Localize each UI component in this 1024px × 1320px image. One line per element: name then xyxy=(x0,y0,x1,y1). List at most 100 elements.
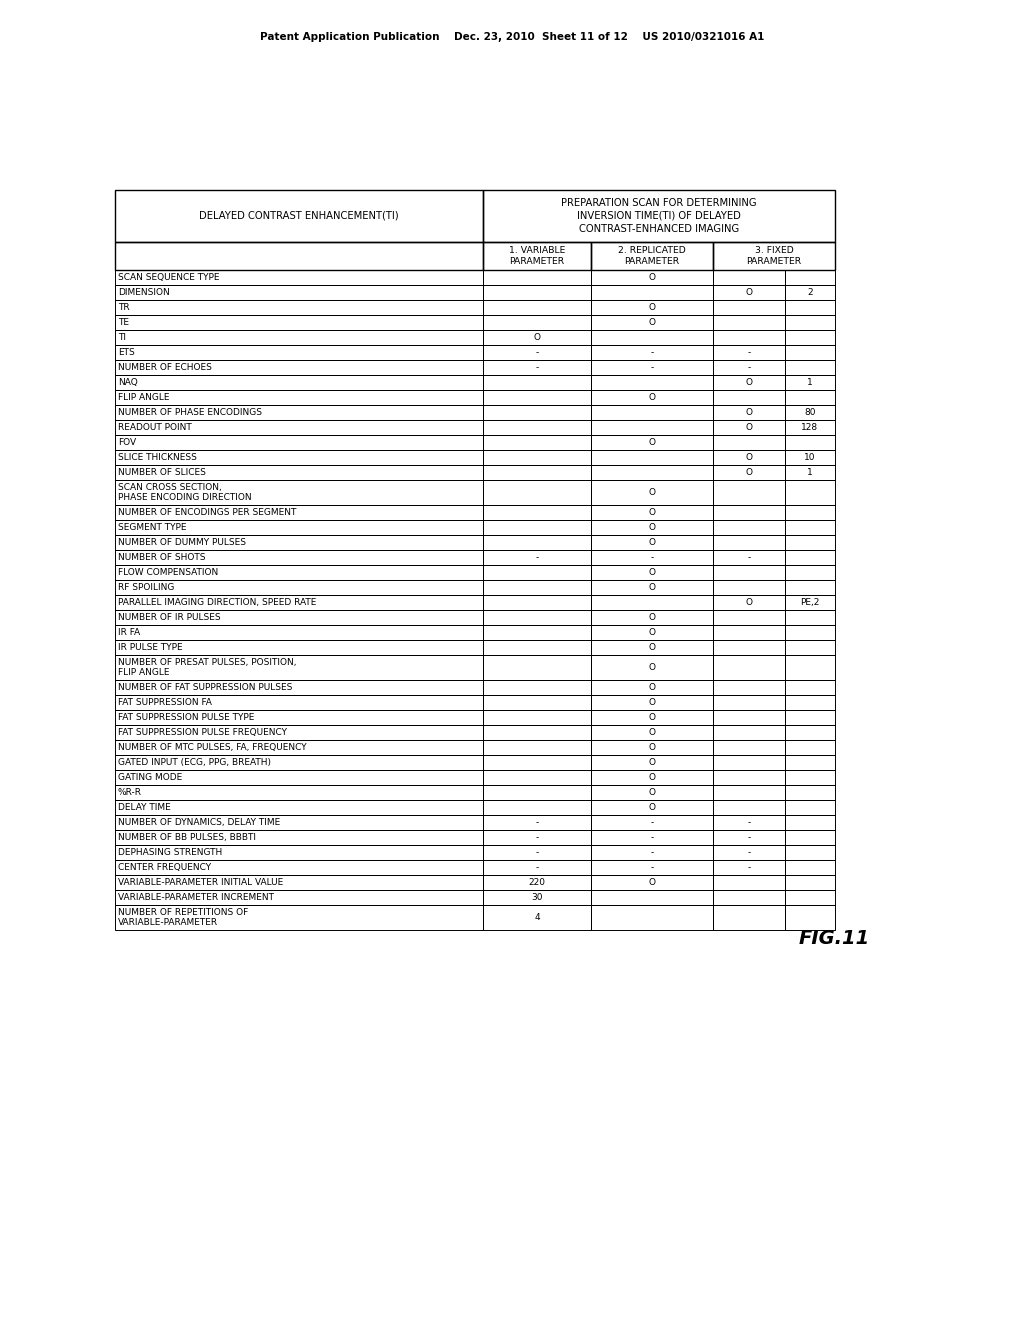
Text: -: - xyxy=(536,833,539,842)
Text: 2. REPLICATED
PARAMETER: 2. REPLICATED PARAMETER xyxy=(618,246,686,267)
Bar xyxy=(785,420,835,436)
Text: 2: 2 xyxy=(807,288,813,297)
Bar xyxy=(115,624,483,640)
Bar xyxy=(115,595,483,610)
Text: -: - xyxy=(748,363,751,372)
Text: ETS: ETS xyxy=(118,348,135,356)
Bar xyxy=(713,579,785,595)
Text: -: - xyxy=(748,833,751,842)
Bar xyxy=(483,520,591,535)
Bar xyxy=(785,800,835,814)
Bar xyxy=(713,389,785,405)
Text: O: O xyxy=(534,333,541,342)
Text: O: O xyxy=(648,393,655,403)
Bar xyxy=(591,480,713,506)
Bar xyxy=(713,710,785,725)
Text: O: O xyxy=(648,488,655,498)
Text: RF SPOILING: RF SPOILING xyxy=(118,583,174,591)
Text: DIMENSION: DIMENSION xyxy=(118,288,170,297)
Bar xyxy=(483,755,591,770)
Text: -: - xyxy=(748,863,751,873)
Bar xyxy=(115,190,483,242)
Bar xyxy=(483,610,591,624)
Bar xyxy=(785,770,835,785)
Bar xyxy=(483,465,591,480)
Bar xyxy=(785,389,835,405)
Bar xyxy=(713,300,785,315)
Bar xyxy=(483,436,591,450)
Bar xyxy=(785,655,835,680)
Bar xyxy=(785,436,835,450)
Text: O: O xyxy=(648,729,655,737)
Text: 1. VARIABLE
PARAMETER: 1. VARIABLE PARAMETER xyxy=(509,246,565,267)
Bar xyxy=(115,506,483,520)
Bar xyxy=(591,465,713,480)
Text: O: O xyxy=(648,743,655,752)
Bar xyxy=(115,800,483,814)
Bar xyxy=(483,814,591,830)
Bar xyxy=(713,725,785,741)
Bar xyxy=(483,242,591,271)
Bar xyxy=(483,624,591,640)
Text: SCAN CROSS SECTION,
PHASE ENCODING DIRECTION: SCAN CROSS SECTION, PHASE ENCODING DIREC… xyxy=(118,483,252,502)
Bar xyxy=(591,405,713,420)
Bar xyxy=(713,655,785,680)
Bar xyxy=(115,242,483,271)
Text: NUMBER OF DYNAMICS, DELAY TIME: NUMBER OF DYNAMICS, DELAY TIME xyxy=(118,818,281,828)
Bar xyxy=(591,579,713,595)
Text: DELAYED CONTRAST ENHANCEMENT(TI): DELAYED CONTRAST ENHANCEMENT(TI) xyxy=(200,211,398,220)
Bar xyxy=(115,300,483,315)
Bar xyxy=(115,271,483,285)
Bar xyxy=(713,285,785,300)
Text: FAT SUPPRESSION PULSE TYPE: FAT SUPPRESSION PULSE TYPE xyxy=(118,713,254,722)
Text: PREPARATION SCAN FOR DETERMINING
INVERSION TIME(TI) OF DELAYED
CONTRAST-ENHANCED: PREPARATION SCAN FOR DETERMINING INVERSI… xyxy=(561,198,757,234)
Bar xyxy=(713,875,785,890)
Bar xyxy=(483,725,591,741)
Bar xyxy=(115,725,483,741)
Bar xyxy=(115,579,483,595)
Text: FAT SUPPRESSION PULSE FREQUENCY: FAT SUPPRESSION PULSE FREQUENCY xyxy=(118,729,287,737)
Text: O: O xyxy=(648,774,655,781)
Bar xyxy=(591,785,713,800)
Bar xyxy=(785,405,835,420)
Bar xyxy=(713,345,785,360)
Bar xyxy=(713,405,785,420)
Text: O: O xyxy=(648,663,655,672)
Text: TI: TI xyxy=(118,333,126,342)
Bar xyxy=(115,345,483,360)
Text: 30: 30 xyxy=(531,894,543,902)
Bar xyxy=(115,285,483,300)
Bar xyxy=(483,565,591,579)
Text: IR PULSE TYPE: IR PULSE TYPE xyxy=(118,643,182,652)
Bar xyxy=(713,680,785,696)
Bar xyxy=(483,680,591,696)
Bar xyxy=(483,906,591,931)
Bar xyxy=(115,389,483,405)
Text: FIG.11: FIG.11 xyxy=(799,928,869,948)
Bar xyxy=(785,285,835,300)
Bar xyxy=(785,550,835,565)
Text: O: O xyxy=(648,568,655,577)
Bar xyxy=(713,890,785,906)
Bar xyxy=(785,330,835,345)
Bar xyxy=(785,375,835,389)
Bar xyxy=(591,389,713,405)
Text: %R-R: %R-R xyxy=(118,788,142,797)
Bar xyxy=(115,770,483,785)
Bar xyxy=(115,640,483,655)
Bar xyxy=(785,830,835,845)
Bar xyxy=(591,655,713,680)
Bar xyxy=(483,579,591,595)
Bar xyxy=(483,890,591,906)
Bar xyxy=(785,785,835,800)
Bar xyxy=(785,906,835,931)
Bar xyxy=(115,696,483,710)
Text: O: O xyxy=(648,583,655,591)
Bar xyxy=(115,906,483,931)
Text: O: O xyxy=(648,713,655,722)
Bar xyxy=(713,375,785,389)
Bar xyxy=(483,875,591,890)
Text: O: O xyxy=(745,453,753,462)
Bar xyxy=(713,480,785,506)
Text: NUMBER OF IR PULSES: NUMBER OF IR PULSES xyxy=(118,612,220,622)
